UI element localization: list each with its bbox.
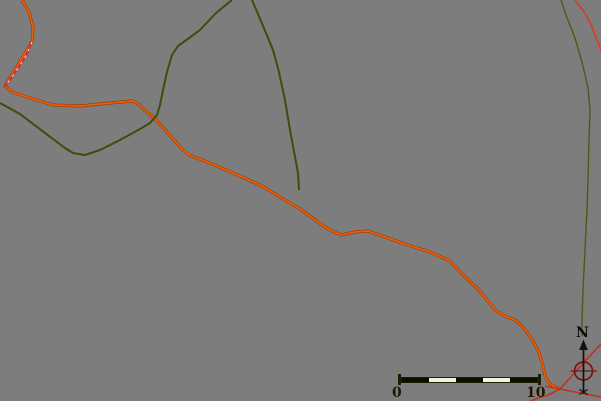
road-red-white-section-dashes	[4, 41, 33, 87]
scale-end-label: 10	[526, 385, 546, 401]
road-red-road-bottom	[544, 385, 601, 398]
scale-segment-2	[429, 377, 456, 382]
road-red-road-top-right	[574, 0, 601, 51]
scale-bar-right-tick	[538, 374, 541, 385]
scale-bar-left-tick	[398, 374, 401, 385]
road-main-orange-highway-outline	[3, 0, 561, 391]
scale-segment-5	[510, 377, 537, 382]
scale-start-label: 0	[392, 385, 402, 401]
compass-needle-head	[579, 339, 588, 350]
scale-segment-3	[456, 377, 483, 382]
compass-rose	[570, 339, 597, 396]
scale-segment-1	[402, 377, 429, 382]
road-green-road-east	[251, 0, 300, 191]
scale-bar-track	[401, 376, 538, 383]
road-olive-road-north	[560, 0, 591, 336]
road-main-orange-highway	[4, 0, 561, 390]
road-green-road-west	[0, 0, 233, 156]
compass-north-label: N	[576, 325, 589, 341]
compass-needle-fletching	[579, 388, 588, 396]
scale-segment-4	[483, 377, 510, 382]
scale-bar	[398, 374, 541, 385]
